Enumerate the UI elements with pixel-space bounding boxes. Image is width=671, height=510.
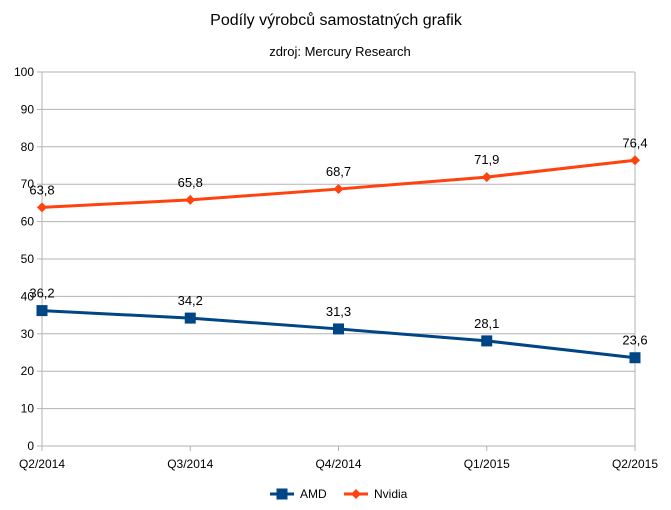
y-tick-label: 80 (21, 140, 35, 154)
chart-subtitle: zdroj: Mercury Research (269, 44, 411, 59)
data-point (481, 172, 492, 183)
data-label: 36,2 (29, 286, 54, 301)
data-label: 31,3 (326, 304, 351, 319)
data-label: 28,1 (474, 316, 499, 331)
data-point (333, 184, 344, 195)
y-axis-ticks: 0 10 20 30 40 50 60 70 80 90 100 (14, 65, 42, 453)
y-tick-label: 100 (14, 65, 34, 79)
data-point (37, 202, 47, 213)
grid (42, 71, 635, 447)
y-tick-label: 0 (27, 439, 34, 453)
legend-item-nvidia: Nvidia (344, 487, 408, 501)
data-point (629, 352, 641, 364)
legend-label: AMD (300, 487, 327, 501)
series-nvidia: 63,8 65,8 68,7 71,9 76,4 (29, 135, 648, 213)
data-point (185, 194, 196, 205)
data-label: 63,8 (29, 182, 54, 197)
y-tick-label: 30 (21, 327, 35, 341)
y-tick-label: 10 (21, 402, 35, 416)
data-label: 76,4 (622, 135, 647, 150)
x-tick-label: Q2/2014 (19, 457, 65, 471)
data-label: 65,8 (178, 175, 203, 190)
x-tick-label: Q1/2015 (464, 457, 510, 471)
data-point (184, 312, 196, 324)
data-point (276, 488, 288, 500)
data-label: 34,2 (178, 293, 203, 308)
x-tick-label: Q2/2015 (612, 457, 658, 471)
data-point (333, 323, 344, 335)
chart-title: Podíly výrobců samostatných grafik (210, 11, 463, 29)
y-tick-label: 90 (21, 102, 35, 116)
series-amd: 36,2 34,2 31,3 28,1 23,6 (29, 286, 648, 364)
y-tick-label: 70 (21, 177, 35, 191)
data-label: 23,6 (622, 333, 647, 348)
data-point (351, 489, 361, 499)
legend-label: Nvidia (374, 487, 408, 501)
y-tick-label: 20 (21, 364, 35, 378)
x-tick-label: Q4/2014 (315, 457, 361, 471)
legend-item-amd: AMD (270, 487, 327, 501)
y-tick-label: 50 (21, 252, 35, 266)
x-axis-ticks: Q2/2014 Q3/2014 Q4/2014 Q1/2015 Q2/2015 (19, 446, 658, 471)
y-tick-label: 60 (21, 215, 35, 229)
data-label: 71,9 (474, 152, 499, 167)
data-point (630, 155, 640, 166)
x-tick-label: Q3/2014 (167, 457, 213, 471)
y-tick-label: 40 (21, 289, 35, 303)
series-group: 36,2 34,2 31,3 28,1 23,6 63,8 65,8 68,7 71,9 76,4 (29, 135, 648, 364)
data-point (481, 335, 493, 347)
data-point (36, 305, 48, 317)
legend: AMD Nvidia (270, 487, 408, 501)
data-label: 68,7 (326, 164, 351, 179)
